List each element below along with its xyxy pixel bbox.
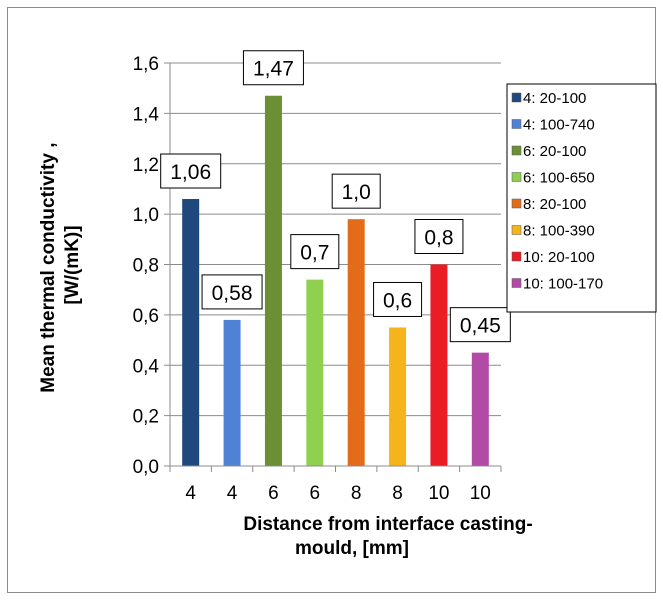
- data-label: 1,06: [160, 153, 222, 189]
- legend-label: 6: 100-650: [523, 170, 595, 187]
- legend-label: 6: 20-100: [523, 143, 586, 160]
- data-label-box: [201, 274, 263, 310]
- legend-label: 8: 100-390: [523, 223, 595, 240]
- bar: [471, 352, 489, 466]
- bar: [430, 264, 448, 466]
- y-tick-labels: 0,0 0,2 0,4 0,6 0,8 1,0 1,2 1,4 1,6: [133, 54, 160, 478]
- data-label-text: 1,0: [342, 181, 371, 204]
- legend-swatch: [511, 251, 522, 262]
- legend-entry: 4: 100-740: [511, 117, 595, 134]
- legend-entry: 4: 20-100: [511, 90, 586, 107]
- data-label-box: [414, 219, 464, 254]
- bar: [306, 279, 324, 466]
- data-label-box: [160, 153, 222, 189]
- legend-label: 10: 20-100: [523, 249, 595, 266]
- y-tick-label: 0,8: [133, 256, 159, 277]
- y-axis-title-line2: [W/(mK)]: [62, 225, 83, 304]
- x-tick-label: 10: [428, 483, 449, 504]
- legend-swatch: [511, 145, 522, 156]
- x-tick-label: 4: [227, 483, 238, 504]
- legend-swatch: [511, 278, 522, 288]
- data-label-box: [290, 234, 340, 270]
- data-label: 0,8: [414, 219, 464, 254]
- legend-label: 4: 100-740: [523, 117, 595, 134]
- legend-swatch: [511, 198, 522, 209]
- bar: [182, 199, 200, 466]
- legend-swatch: [511, 119, 522, 129]
- bar: [264, 95, 282, 467]
- y-tick-label: 1,2: [133, 155, 159, 176]
- data-label-text: 0,8: [424, 227, 453, 250]
- data-label-text: 1,06: [170, 161, 211, 184]
- data-label-box: [242, 50, 304, 86]
- x-tick-labels: 4 4 6 6 8 8 10 10: [185, 483, 490, 504]
- legend-entry: 6: 20-100: [511, 143, 586, 160]
- legend-swatch: [511, 225, 522, 235]
- data-label: 0,7: [290, 234, 340, 270]
- bar: [389, 327, 407, 466]
- legend-entry: 6: 100-650: [511, 170, 595, 187]
- y-axis-title: Mean thermal conductivity , [W/(mK)]: [38, 137, 83, 393]
- data-labels: 1,06 0,58 1,47 0,7 1,0 0,6 0,8 0,45: [160, 50, 511, 343]
- legend-label: 10: 100-170: [523, 276, 603, 293]
- y-tick-label: 0,6: [133, 306, 159, 327]
- axes: [164, 62, 502, 472]
- x-tick-label: 8: [351, 483, 362, 504]
- data-label-box: [373, 281, 423, 317]
- data-label: 0,58: [201, 274, 263, 310]
- x-axis-title-line1: Distance from interface casting-: [243, 514, 532, 535]
- bar: [347, 219, 365, 466]
- data-label-text: 0,7: [300, 242, 329, 265]
- x-axis-title-line2: mould, [mm]: [295, 538, 409, 559]
- y-tick-label: 1,6: [133, 54, 159, 75]
- y-axis-title-line1: Mean thermal conductivity ,: [38, 143, 59, 393]
- legend-swatch: [511, 172, 522, 182]
- data-label-text: 0,58: [212, 282, 253, 305]
- legend-entry: 8: 100-390: [511, 223, 595, 240]
- y-tick-label: 0,0: [133, 457, 159, 478]
- y-tick-label: 0,4: [133, 356, 160, 377]
- data-label-box: [331, 173, 381, 209]
- legend-entry: 10: 20-100: [511, 249, 595, 266]
- bar: [223, 319, 241, 466]
- legend: 4: 20-100 4: 100-740 6: 20-100 6: 100-650 8:…: [506, 83, 657, 313]
- data-label-text: 0,45: [460, 315, 501, 338]
- y-tick-label: 1,4: [133, 104, 160, 125]
- bars: [182, 95, 489, 467]
- legend-swatch: [511, 92, 522, 103]
- data-label: 1,47: [242, 50, 304, 86]
- data-label-text: 1,47: [253, 58, 294, 81]
- legend-box: [506, 83, 657, 313]
- y-tick-label: 0,2: [133, 407, 159, 428]
- x-tick-label: 6: [268, 483, 279, 504]
- data-label-box: [449, 307, 511, 343]
- x-tick-label: 6: [310, 483, 321, 504]
- data-label: 0,45: [449, 307, 511, 343]
- y-tick-label: 1,0: [133, 205, 159, 226]
- x-tick-label: 4: [185, 483, 196, 504]
- data-label: 0,6: [373, 281, 423, 317]
- legend-label: 4: 20-100: [523, 90, 586, 107]
- legend-entry: 8: 20-100: [511, 196, 586, 213]
- x-tick-label: 10: [470, 483, 491, 504]
- x-tick-label: 8: [392, 483, 403, 504]
- data-label: 1,0: [331, 173, 381, 209]
- data-label-text: 0,6: [383, 289, 412, 312]
- legend-label: 8: 20-100: [523, 196, 586, 213]
- legend-entry: 10: 100-170: [511, 276, 603, 293]
